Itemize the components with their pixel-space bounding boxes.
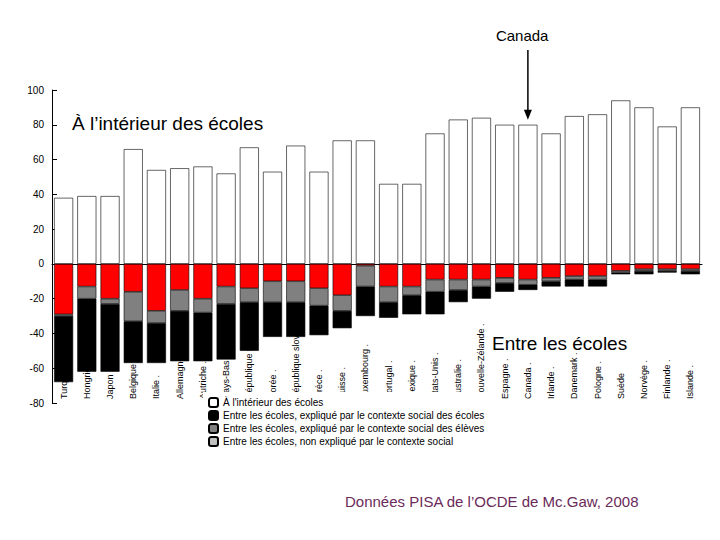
svg-text:Norvège .: Norvège .	[639, 360, 649, 399]
svg-text:-60: -60	[30, 363, 45, 374]
svg-text:-80: -80	[30, 398, 45, 409]
svg-text:40: 40	[33, 189, 45, 200]
svg-text:Portugal .: Portugal .	[383, 360, 394, 399]
svg-text:Canada: Canada	[496, 27, 549, 44]
svg-text:Danemark .: Danemark .	[569, 352, 579, 399]
svg-text:États-Unis .: États-Unis .	[430, 352, 440, 399]
svg-text:Suisse .: Suisse .	[337, 367, 348, 399]
svg-text:Entre les écoles: Entre les écoles	[492, 333, 627, 354]
svg-text:Suède: Suède	[616, 373, 626, 399]
svg-text:-40: -40	[30, 328, 45, 339]
svg-text:À l’intérieur des écoles: À l’intérieur des écoles	[72, 113, 263, 134]
svg-text:Belgique .: Belgique .	[128, 359, 138, 399]
svg-text:Allemagne .: Allemagne .	[174, 351, 185, 399]
svg-text:Nouvelle-Zélande .: Nouvelle-Zélande .	[476, 323, 486, 399]
svg-text:80: 80	[33, 119, 45, 130]
svg-text:-20: -20	[30, 293, 45, 304]
svg-text:À l'intérieur des écoles: À l'intérieur des écoles	[223, 396, 323, 408]
svg-text:0: 0	[38, 258, 44, 269]
svg-text:Islande .: Islande .	[685, 365, 695, 399]
svg-text:Italie .: Italie .	[151, 375, 161, 399]
svg-text:Pologne .: Pologne .	[593, 361, 603, 399]
svg-text:Corée .: Corée .	[267, 369, 278, 399]
svg-text:République slovaque .: République slovaque .	[290, 309, 301, 399]
svg-text:Grèce .: Grèce .	[314, 369, 324, 399]
svg-text:60: 60	[33, 154, 45, 165]
svg-text:20: 20	[33, 224, 45, 235]
svg-text:Entre les écoles, expliqué par: Entre les écoles, expliqué par le contex…	[223, 423, 484, 434]
svg-text:Entre les écoles, expliqué par: Entre les écoles, expliqué par le contex…	[223, 410, 484, 421]
svg-text:Irlande .: Irlande .	[546, 366, 556, 399]
svg-text:Entre les écoles, non expliqué: Entre les écoles, non expliqué par le co…	[223, 436, 453, 447]
svg-text:Espagne .: Espagne .	[500, 358, 510, 399]
svg-text:Japon .: Japon .	[105, 369, 115, 399]
svg-text:Australie .: Australie .	[453, 359, 464, 399]
svg-text:Finlande .: Finlande .	[662, 359, 672, 399]
svg-text:Autriche .: Autriche .	[197, 361, 208, 399]
svg-text:Canada .: Canada .	[523, 362, 533, 399]
svg-text:Hongrie .: Hongrie .	[81, 362, 92, 399]
svg-text:Mexique .: Mexique .	[406, 360, 417, 399]
svg-text:Données PISA de l’OCDE de Mc.G: Données PISA de l’OCDE de Mc.Gaw, 2008	[345, 493, 639, 510]
svg-text:Pays-Bas .: Pays-Bas .	[221, 355, 232, 399]
svg-text:Luxembourg .: Luxembourg .	[360, 344, 370, 399]
svg-text:République tchèque .: République tchèque .	[244, 313, 255, 399]
svg-text:100: 100	[27, 85, 44, 96]
